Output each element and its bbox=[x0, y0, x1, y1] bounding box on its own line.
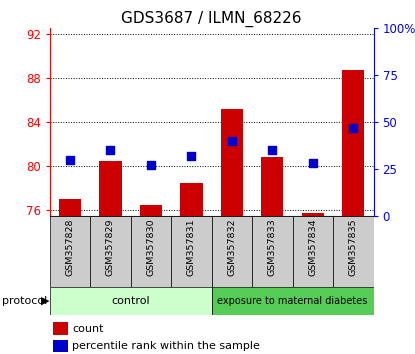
Point bbox=[310, 161, 316, 166]
Bar bbox=[180, 183, 203, 216]
Bar bbox=[212, 287, 374, 315]
Text: GSM357830: GSM357830 bbox=[146, 218, 156, 276]
Point bbox=[188, 153, 195, 159]
Point bbox=[107, 147, 114, 153]
Bar bbox=[261, 158, 283, 216]
Text: GSM357831: GSM357831 bbox=[187, 218, 196, 276]
Bar bbox=[171, 216, 212, 287]
Text: protocol: protocol bbox=[2, 296, 47, 306]
Text: GSM357834: GSM357834 bbox=[308, 218, 317, 276]
Text: control: control bbox=[111, 296, 150, 306]
Text: GSM357829: GSM357829 bbox=[106, 218, 115, 275]
Text: exposure to maternal diabetes: exposure to maternal diabetes bbox=[217, 296, 368, 306]
Bar bbox=[333, 216, 374, 287]
Bar bbox=[50, 216, 90, 287]
Bar bbox=[212, 216, 252, 287]
Point bbox=[350, 125, 356, 131]
Text: ▶: ▶ bbox=[41, 296, 49, 306]
Bar bbox=[293, 216, 333, 287]
Text: GSM357833: GSM357833 bbox=[268, 218, 277, 276]
Text: GSM357828: GSM357828 bbox=[66, 218, 75, 275]
Bar bbox=[221, 109, 243, 216]
Bar bbox=[131, 216, 171, 287]
Bar bbox=[140, 205, 162, 216]
Title: GDS3687 / ILMN_68226: GDS3687 / ILMN_68226 bbox=[122, 11, 302, 27]
Point bbox=[148, 162, 154, 168]
Bar bbox=[59, 199, 81, 216]
Point bbox=[229, 138, 235, 144]
Text: GSM357832: GSM357832 bbox=[227, 218, 237, 276]
Bar bbox=[302, 213, 324, 216]
Text: count: count bbox=[73, 324, 104, 333]
Text: GSM357835: GSM357835 bbox=[349, 218, 358, 276]
Bar bbox=[342, 70, 364, 216]
Bar bbox=[50, 287, 212, 315]
Point bbox=[67, 157, 73, 162]
Bar bbox=[53, 340, 68, 352]
Point bbox=[269, 147, 276, 153]
Bar bbox=[90, 216, 131, 287]
Bar bbox=[252, 216, 293, 287]
Bar bbox=[99, 161, 122, 216]
Text: percentile rank within the sample: percentile rank within the sample bbox=[73, 341, 260, 351]
Bar bbox=[53, 322, 68, 335]
